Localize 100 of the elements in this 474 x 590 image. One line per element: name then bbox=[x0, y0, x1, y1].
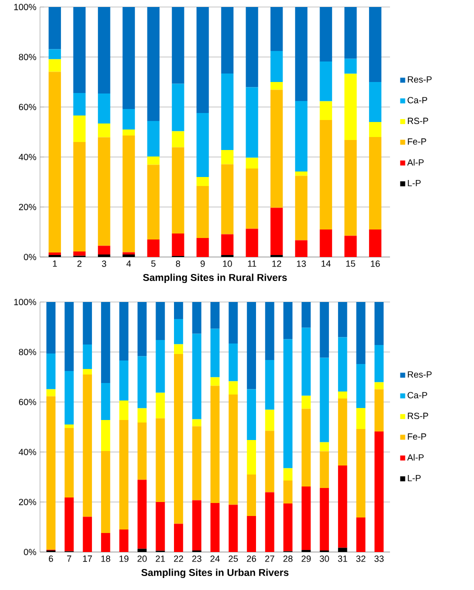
y-tick-label: 0% bbox=[24, 548, 36, 556]
bar bbox=[82, 374, 92, 517]
bar bbox=[344, 58, 357, 74]
bar bbox=[46, 353, 56, 390]
bar bbox=[228, 343, 238, 382]
bar bbox=[210, 503, 220, 552]
x-tick-label: 18 bbox=[101, 556, 110, 562]
bar bbox=[356, 364, 366, 408]
bar bbox=[369, 6, 382, 82]
bar bbox=[119, 420, 128, 530]
bar bbox=[82, 516, 92, 552]
bar bbox=[122, 108, 135, 130]
bar bbox=[101, 533, 110, 552]
y-tick-label: 0% bbox=[24, 254, 36, 260]
legend-label: Res-P bbox=[408, 371, 432, 378]
x-tick-label: 28 bbox=[283, 556, 293, 562]
y-tick-label: 80% bbox=[18, 54, 36, 60]
bar bbox=[156, 418, 165, 502]
bar bbox=[196, 112, 209, 177]
x-tick-label: 25 bbox=[228, 556, 238, 562]
x-tick-label: 17 bbox=[83, 556, 92, 562]
bar bbox=[356, 518, 366, 552]
bar bbox=[64, 302, 74, 371]
bar bbox=[119, 400, 128, 420]
bar bbox=[283, 339, 292, 468]
bar bbox=[246, 228, 258, 257]
bar bbox=[338, 392, 348, 398]
bar bbox=[101, 302, 110, 383]
bar bbox=[147, 239, 160, 257]
x-tick-label: 24 bbox=[210, 556, 220, 562]
legend-label: Fe-P bbox=[408, 433, 426, 440]
bar bbox=[265, 492, 274, 552]
bar bbox=[138, 408, 147, 422]
bar bbox=[265, 410, 274, 431]
x-tick-label: 1 bbox=[52, 260, 57, 267]
bar bbox=[283, 468, 292, 480]
bar bbox=[156, 340, 165, 393]
x-tick-label: 16 bbox=[370, 260, 380, 267]
bar bbox=[302, 408, 311, 486]
bar bbox=[283, 302, 292, 340]
bar bbox=[147, 164, 160, 240]
bar bbox=[48, 59, 61, 72]
legend-label: Al-P bbox=[407, 159, 424, 166]
bar bbox=[192, 500, 202, 550]
bar bbox=[320, 442, 329, 452]
bar bbox=[270, 82, 283, 90]
bar bbox=[174, 344, 184, 354]
bar bbox=[374, 389, 384, 432]
x-axis-title: Sampling Sites in Rural Rivers bbox=[143, 274, 287, 284]
bar bbox=[138, 422, 147, 480]
bar bbox=[221, 150, 234, 164]
bar bbox=[64, 498, 74, 552]
y-tick-label: 60% bbox=[18, 398, 36, 406]
bar bbox=[64, 428, 74, 498]
x-tick-label: 5 bbox=[151, 260, 156, 267]
bar bbox=[64, 424, 74, 428]
bar bbox=[295, 171, 308, 176]
x-tick-label: 22 bbox=[174, 556, 184, 562]
bar bbox=[246, 168, 258, 229]
bar bbox=[302, 302, 311, 328]
bar bbox=[196, 6, 209, 113]
legend-label: Res-P bbox=[408, 76, 432, 83]
bar bbox=[48, 6, 61, 50]
bar bbox=[270, 50, 283, 82]
bar bbox=[246, 6, 258, 88]
bar bbox=[101, 420, 110, 451]
bar bbox=[265, 302, 274, 360]
y-tick-label: 80% bbox=[18, 348, 36, 356]
y-tick-label: 100% bbox=[14, 298, 36, 306]
bar bbox=[295, 100, 308, 172]
bar bbox=[210, 377, 220, 386]
bar bbox=[270, 6, 283, 51]
bar bbox=[302, 396, 311, 409]
y-tick-label: 20% bbox=[18, 204, 36, 210]
x-tick-label: 4 bbox=[126, 260, 131, 267]
bar bbox=[156, 392, 165, 418]
bar bbox=[192, 426, 202, 500]
bar bbox=[295, 6, 308, 101]
bar bbox=[147, 6, 160, 121]
legend-label: RS-P bbox=[408, 412, 428, 420]
bar bbox=[228, 302, 238, 344]
bar bbox=[320, 6, 332, 62]
x-tick-label: 11 bbox=[248, 260, 256, 267]
bar bbox=[374, 344, 384, 382]
bar bbox=[320, 101, 332, 120]
bar bbox=[73, 92, 86, 116]
bar bbox=[101, 451, 110, 533]
x-tick-label: 2 bbox=[77, 260, 82, 267]
bar bbox=[48, 252, 61, 255]
bar bbox=[147, 156, 160, 165]
bar bbox=[210, 302, 220, 329]
bar bbox=[246, 302, 256, 390]
x-tick-label: 7 bbox=[67, 556, 72, 562]
bar bbox=[98, 246, 110, 254]
x-tick-label: 23 bbox=[192, 556, 202, 562]
x-tick-label: 10 bbox=[223, 260, 232, 267]
bar bbox=[172, 6, 184, 84]
bar bbox=[356, 302, 366, 364]
bar bbox=[172, 233, 184, 256]
bar bbox=[265, 360, 274, 410]
